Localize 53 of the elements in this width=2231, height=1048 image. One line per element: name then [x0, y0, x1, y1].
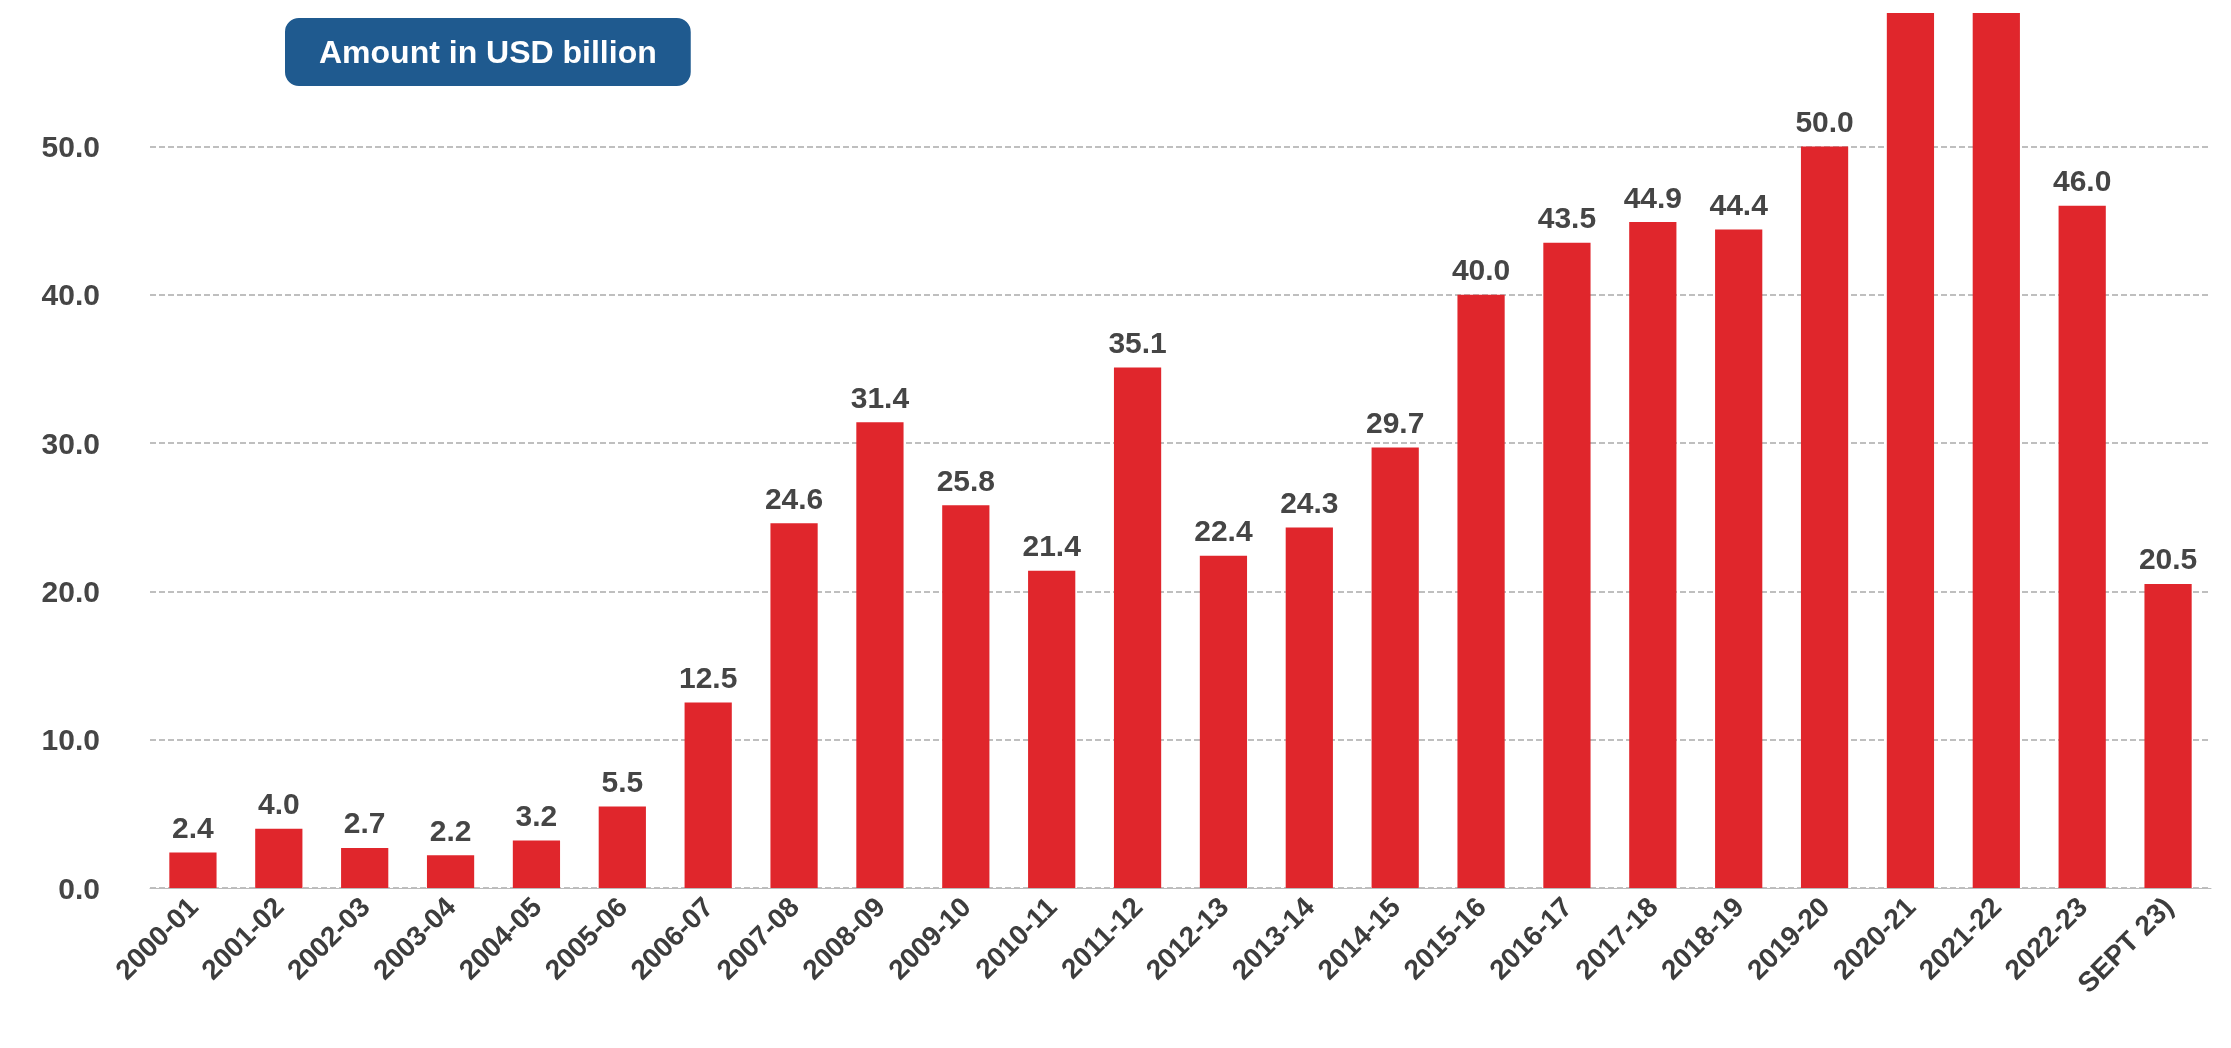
y-tick-label: 20.0: [41, 574, 100, 608]
bar: [1972, 13, 2020, 888]
y-tick-label: 10.0: [41, 723, 100, 757]
data-label: 2.2: [429, 813, 472, 847]
data-label: 31.4: [850, 380, 910, 414]
data-label: 22.4: [1194, 514, 1253, 548]
bar: [856, 422, 904, 888]
bar: [1113, 367, 1162, 888]
bar: [169, 852, 217, 888]
bar: [341, 847, 389, 888]
bar: [1800, 146, 1849, 888]
bar: [1457, 294, 1505, 888]
bar: [1715, 229, 1763, 888]
data-label: 43.5: [1537, 201, 1597, 235]
text: Amount in USD billion: [319, 34, 657, 70]
data-label: 5.5: [601, 764, 644, 798]
bar: [426, 855, 475, 888]
data-label: 25.8: [936, 463, 996, 497]
bar: [684, 702, 732, 888]
data-label: 20.5: [2138, 542, 2198, 576]
y-tick-label: 0.0: [58, 871, 100, 905]
bar: [770, 523, 818, 888]
data-label: 50.0: [1795, 104, 1854, 138]
data-label: 35.1: [1108, 325, 1167, 359]
bar: [1629, 222, 1677, 888]
data-label: 24.6: [764, 481, 824, 515]
y-tick-label: 50.0: [41, 129, 100, 163]
data-label: 44.9: [1623, 180, 1683, 214]
data-label: 2.4: [172, 810, 215, 844]
bar: [1285, 527, 1333, 888]
data-label: 24.3: [1280, 486, 1339, 520]
data-label: 46.0: [2052, 164, 2112, 198]
data-label: 12.5: [678, 661, 738, 695]
data-label: 21.4: [1022, 529, 1082, 563]
data-label: 29.7: [1365, 406, 1425, 440]
bar: [2058, 205, 2106, 888]
data-label: 40.0: [1451, 253, 1511, 287]
bar: [1886, 13, 1935, 888]
bar: [255, 828, 303, 888]
y-tick-label: 40.0: [41, 278, 100, 312]
data-label: 3.2: [515, 799, 558, 833]
data-label: 2.7: [343, 806, 386, 840]
bar: [1371, 447, 1419, 888]
bar: [512, 840, 561, 888]
bar: [1028, 570, 1076, 888]
data-label: 4.0: [257, 787, 300, 821]
bar: [1199, 555, 1248, 888]
bar: [1543, 242, 1591, 888]
bar: [942, 505, 990, 888]
data-label: 44.4: [1709, 188, 1769, 222]
bar: [598, 806, 646, 888]
bar: [2144, 583, 2192, 888]
y-tick-label: 30.0: [41, 426, 100, 460]
